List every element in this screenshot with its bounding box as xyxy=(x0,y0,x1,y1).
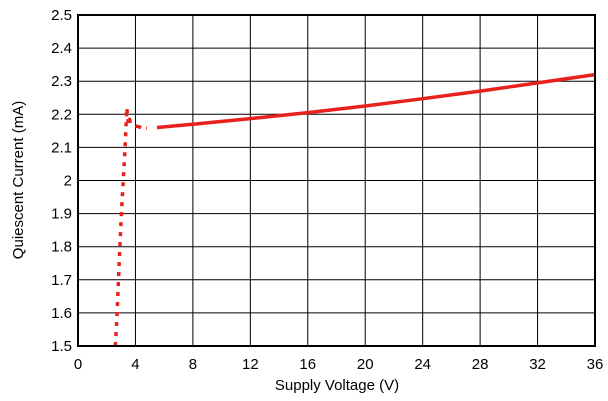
y-tick-label: 1.7 xyxy=(51,272,72,289)
y-tick-label: 2.1 xyxy=(51,139,72,156)
x-tick-label: 0 xyxy=(74,356,82,373)
y-tick-label: 2.2 xyxy=(51,106,72,123)
y-tick-label: 2 xyxy=(64,173,72,190)
y-tick-label: 2.5 xyxy=(51,7,72,24)
y-tick-label: 2.4 xyxy=(51,40,72,57)
x-tick-label: 32 xyxy=(529,356,546,373)
x-axis-label: Supply Voltage (V) xyxy=(275,377,399,394)
y-tick-label: 2.3 xyxy=(51,73,72,90)
y-tick-label: 1.9 xyxy=(51,206,72,223)
x-tick-label: 20 xyxy=(357,356,374,373)
series-line-solid xyxy=(156,72,596,130)
series-line-dotted xyxy=(113,105,133,347)
y-tick-labels: 1.5 1.6 1.7 1.8 1.9 2 2.1 2.2 2.3 2.4 2.5 xyxy=(51,7,72,355)
series-line-dashed xyxy=(134,124,148,130)
x-tick-labels: 0 4 8 12 16 20 24 28 32 36 xyxy=(74,356,604,373)
y-tick-label: 1.5 xyxy=(51,338,72,355)
x-tick-label: 12 xyxy=(242,356,259,373)
x-tick-label: 4 xyxy=(131,356,139,373)
y-axis-label: Quiescent Current (mA) xyxy=(10,101,27,259)
plot-area-frame xyxy=(77,14,596,347)
grid xyxy=(77,14,596,347)
x-tick-label: 24 xyxy=(414,356,431,373)
series-lines xyxy=(113,72,596,347)
y-tick-label: 1.6 xyxy=(51,305,72,322)
x-tick-label: 16 xyxy=(299,356,316,373)
x-tick-label: 36 xyxy=(587,356,604,373)
y-tick-label: 1.8 xyxy=(51,239,72,256)
x-tick-label: 28 xyxy=(472,356,489,373)
x-tick-label: 8 xyxy=(189,356,197,373)
